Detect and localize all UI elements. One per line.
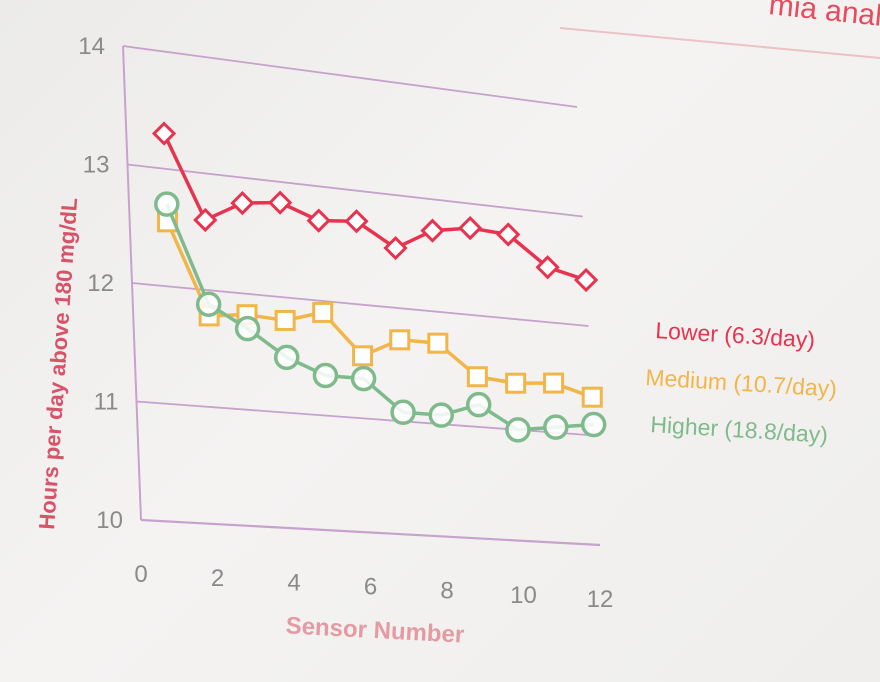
- x-tick-label-10: 10: [510, 582, 537, 609]
- point-circle-12: [580, 411, 607, 438]
- x-tick-label-6: 6: [364, 574, 377, 601]
- y-tick-label-10: 10: [96, 507, 123, 534]
- x-tick-label-12: 12: [587, 586, 614, 613]
- point-diamond-7: [383, 235, 408, 261]
- point-square-5: [312, 301, 334, 323]
- point-diamond-1: [151, 121, 177, 146]
- legend-entry-circle: Higher (18.8/day): [650, 411, 829, 448]
- series-line-diamond: [162, 132, 587, 282]
- point-circle-11: [543, 414, 569, 440]
- point-circle-6: [350, 365, 377, 392]
- point-square-11: [543, 372, 565, 394]
- point-diamond-5: [306, 208, 331, 233]
- x-tick-label-0: 0: [134, 561, 147, 588]
- y-tick-label-13: 13: [83, 152, 110, 179]
- point-square-6: [352, 345, 374, 367]
- legend: Lower (6.3/day) Medium (10.7/day) Higher (…: [645, 317, 838, 448]
- y-axis-line: [122, 45, 142, 521]
- point-diamond-9: [458, 215, 483, 241]
- point-square-9: [466, 366, 488, 388]
- x-tick-label-4: 4: [287, 569, 300, 596]
- y-tick-label-11: 11: [94, 389, 119, 416]
- x-tick-label-2: 2: [211, 565, 224, 592]
- y-tick-label-14: 14: [78, 33, 105, 60]
- series-line-square: [165, 221, 593, 399]
- slide-title-fragment: mia analyse: [767, 0, 880, 38]
- legend-entry-diamond: Lower (6.3/day): [655, 317, 816, 353]
- point-circle-2: [195, 291, 222, 317]
- point-circle-10: [505, 417, 531, 443]
- gridline-y-10: [140, 518, 601, 547]
- point-square-7: [389, 329, 411, 351]
- point-diamond-11: [535, 255, 560, 280]
- gridline-y-14: [122, 45, 578, 108]
- title-underline: [559, 27, 880, 59]
- point-diamond-3: [230, 190, 255, 216]
- point-diamond-4: [268, 190, 293, 215]
- point-circle-4: [273, 344, 300, 371]
- point-square-8: [427, 332, 449, 354]
- point-circle-3: [234, 315, 261, 342]
- y-axis-label: Hours per day above 180 mg/dL: [34, 197, 82, 530]
- legend-entry-square: Medium (10.7/day): [645, 364, 838, 402]
- point-square-10: [505, 372, 527, 394]
- point-circle-7: [390, 399, 416, 426]
- point-square-12: [581, 386, 603, 408]
- plot-area: 10 11 12 13 14 0 2 4 6 8 10 12: [78, 33, 613, 613]
- point-diamond-2: [193, 207, 218, 233]
- point-diamond-6: [344, 209, 369, 234]
- point-circle-9: [465, 391, 492, 418]
- point-square-4: [274, 309, 296, 331]
- gridline-y-12: [131, 282, 589, 327]
- point-circle-1: [154, 191, 180, 217]
- gridline-y-13: [127, 163, 583, 218]
- x-axis-label: Sensor Number: [285, 612, 465, 648]
- point-diamond-10: [496, 222, 521, 247]
- point-circle-8: [428, 402, 454, 428]
- point-diamond-8: [420, 218, 445, 243]
- point-diamond-12: [573, 267, 599, 293]
- x-tick-label-8: 8: [440, 578, 453, 605]
- point-circle-5: [312, 362, 339, 389]
- y-tick-label-12: 12: [87, 270, 114, 297]
